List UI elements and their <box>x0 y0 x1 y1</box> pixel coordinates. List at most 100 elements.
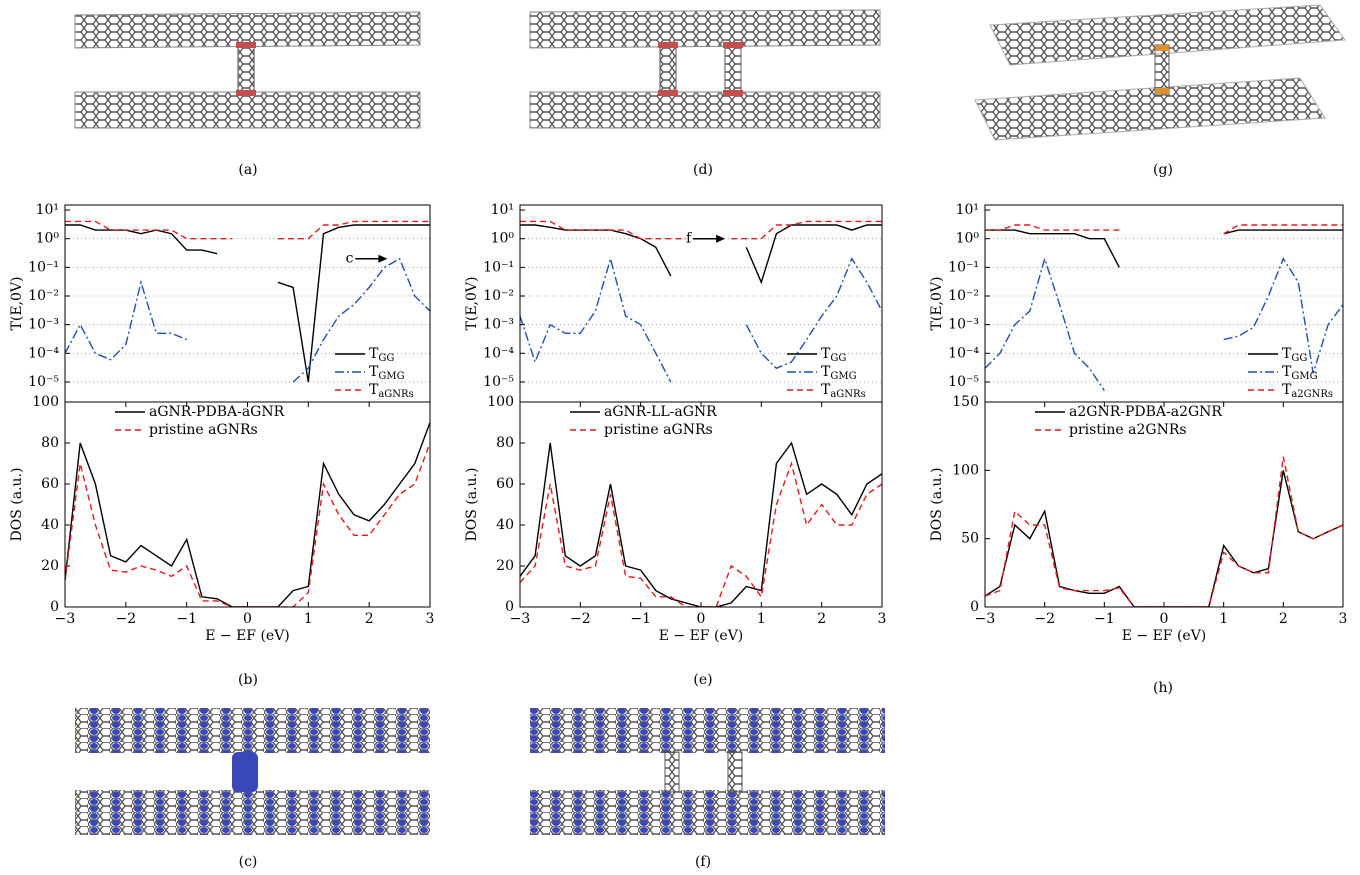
y-tick-label: 10¹ <box>491 202 514 218</box>
x-tick-label: 2 <box>817 611 826 627</box>
panel-label: (h) <box>1153 680 1173 696</box>
annotation: c <box>346 251 354 267</box>
molecule-d <box>529 9 881 129</box>
orbital-f <box>530 708 885 835</box>
y-axis-label: T(E,0V) <box>929 277 945 331</box>
legend-label: TGMG <box>1282 364 1318 382</box>
series-line <box>985 470 1343 607</box>
y-tick-label: 100 <box>32 394 59 410</box>
chart: 0 20 40 60 80 100 −3 −2 −1 0 1 2 3 E − EF (eV) DOS (a.… <box>464 394 886 644</box>
x-tick-label: −1 <box>176 611 197 627</box>
series-line <box>520 441 882 607</box>
y-tick-label: 10⁻⁵ <box>483 374 514 390</box>
chart: 10¹ 10⁰ 10⁻¹ 10⁻² 10⁻³ 10⁻⁴ 10⁻⁵ T(E,0V) TGGTGMG… <box>464 202 883 403</box>
legend-subscript: a2GNRs <box>1291 389 1333 400</box>
x-tick-label: 1 <box>1219 611 1228 627</box>
plot-frame <box>519 401 883 608</box>
y-tick-label: 60 <box>496 476 514 492</box>
legend-subscript: GMG <box>1291 371 1317 382</box>
series-line <box>520 256 882 383</box>
y-tick-label: 80 <box>41 435 59 451</box>
y-tick-label: 100 <box>952 462 979 478</box>
legend-label: aGNR-LL-aGNR <box>604 404 717 420</box>
x-tick-label: −3 <box>975 611 996 627</box>
series-line <box>65 220 430 240</box>
y-tick-label: 10¹ <box>36 202 59 218</box>
series-line <box>65 257 430 383</box>
y-axis-label: T(E,0V) <box>9 277 25 331</box>
legend-label: TaGNRs <box>821 382 866 400</box>
series-line <box>65 442 430 607</box>
series-line <box>985 224 1343 235</box>
x-tick-label: 2 <box>365 611 374 627</box>
legend-label: TGMG <box>821 364 857 382</box>
y-axis-label: DOS (a.u.) <box>929 468 945 542</box>
y-tick-label: 10⁻² <box>483 288 514 304</box>
y-tick-label: 40 <box>496 517 514 533</box>
chart: 0 50 100 150 −3 −2 −1 0 1 2 3 E − EF (eV) DOS (a.u.)… <box>929 394 1347 644</box>
x-tick-label: −3 <box>55 611 76 627</box>
x-tick-label: 0 <box>697 611 706 627</box>
y-tick-label: 0 <box>970 599 979 615</box>
legend-label: Ta2GNRs <box>1282 382 1333 400</box>
panel-label: (b) <box>238 672 258 688</box>
y-tick-label: 80 <box>496 435 514 451</box>
y-tick-label: 20 <box>496 558 514 574</box>
y-tick-label: 0 <box>50 599 59 615</box>
series-line <box>65 422 430 607</box>
y-tick-label: 10⁻² <box>948 288 979 304</box>
orbital-c <box>75 708 430 835</box>
legend-label: TGMG <box>369 364 405 382</box>
legend-subscript: GMG <box>378 371 404 382</box>
x-tick-label: −1 <box>630 611 651 627</box>
legend-label: a2GNR-PDBA-a2GNR <box>1069 404 1222 420</box>
panel-label: (g) <box>1153 162 1173 178</box>
x-tick-label: 0 <box>243 611 252 627</box>
legend-label: TGG <box>369 346 394 364</box>
legend-subscript: GG <box>1291 353 1307 364</box>
legend-label: pristine aGNRs <box>604 422 713 438</box>
y-tick-label: 10⁻¹ <box>28 259 59 275</box>
legend-subscript: GMG <box>830 371 856 382</box>
x-tick-label: 2 <box>1279 611 1288 627</box>
legend-label: TGG <box>1282 346 1307 364</box>
y-tick-label: 150 <box>952 394 979 410</box>
molecule-g <box>974 4 1346 141</box>
x-axis-label: E − EF (eV) <box>1122 628 1207 644</box>
legend-label: TGG <box>821 346 846 364</box>
legend-subscript: aGNRs <box>378 389 413 400</box>
panel-label: (f) <box>695 854 711 870</box>
y-tick-label: 10⁻⁴ <box>28 345 59 361</box>
x-tick-label: −1 <box>1094 611 1115 627</box>
y-tick-label: 0 <box>505 599 514 615</box>
y-tick-label: 60 <box>41 476 59 492</box>
y-tick-label: 10⁻² <box>28 288 59 304</box>
legend-label: pristine aGNRs <box>149 422 258 438</box>
panel-label: (a) <box>238 162 257 178</box>
y-tick-label: 10⁻⁵ <box>948 374 979 390</box>
y-tick-label: 10⁻³ <box>483 317 514 333</box>
panel-label: (c) <box>239 854 258 870</box>
legend-subscript: GG <box>378 353 394 364</box>
series-line <box>985 456 1343 607</box>
panel-label: (d) <box>693 162 713 178</box>
x-tick-label: 3 <box>878 611 887 627</box>
x-tick-label: −2 <box>570 611 591 627</box>
chart: 10¹ 10⁰ 10⁻¹ 10⁻² 10⁻³ 10⁻⁴ 10⁻⁵ T(E,0V) TGGTGMG… <box>9 202 431 403</box>
y-tick-label: 10⁻⁵ <box>28 374 59 390</box>
y-tick-label: 10⁻⁴ <box>948 345 979 361</box>
legend-subscript: GG <box>830 353 846 364</box>
y-tick-label: 10⁻³ <box>948 317 979 333</box>
y-tick-label: 10¹ <box>956 202 979 218</box>
series-line <box>985 229 1343 268</box>
y-axis-label: DOS (a.u.) <box>464 468 480 542</box>
y-tick-label: 10⁻⁴ <box>483 345 514 361</box>
series-line <box>520 224 882 285</box>
y-tick-label: 10⁰ <box>956 231 980 247</box>
y-tick-label: 100 <box>487 394 514 410</box>
series-line <box>65 224 430 383</box>
x-axis-label: E − EF (eV) <box>205 628 290 644</box>
y-tick-label: 10⁻¹ <box>948 259 979 275</box>
panel-label: (e) <box>693 672 712 688</box>
